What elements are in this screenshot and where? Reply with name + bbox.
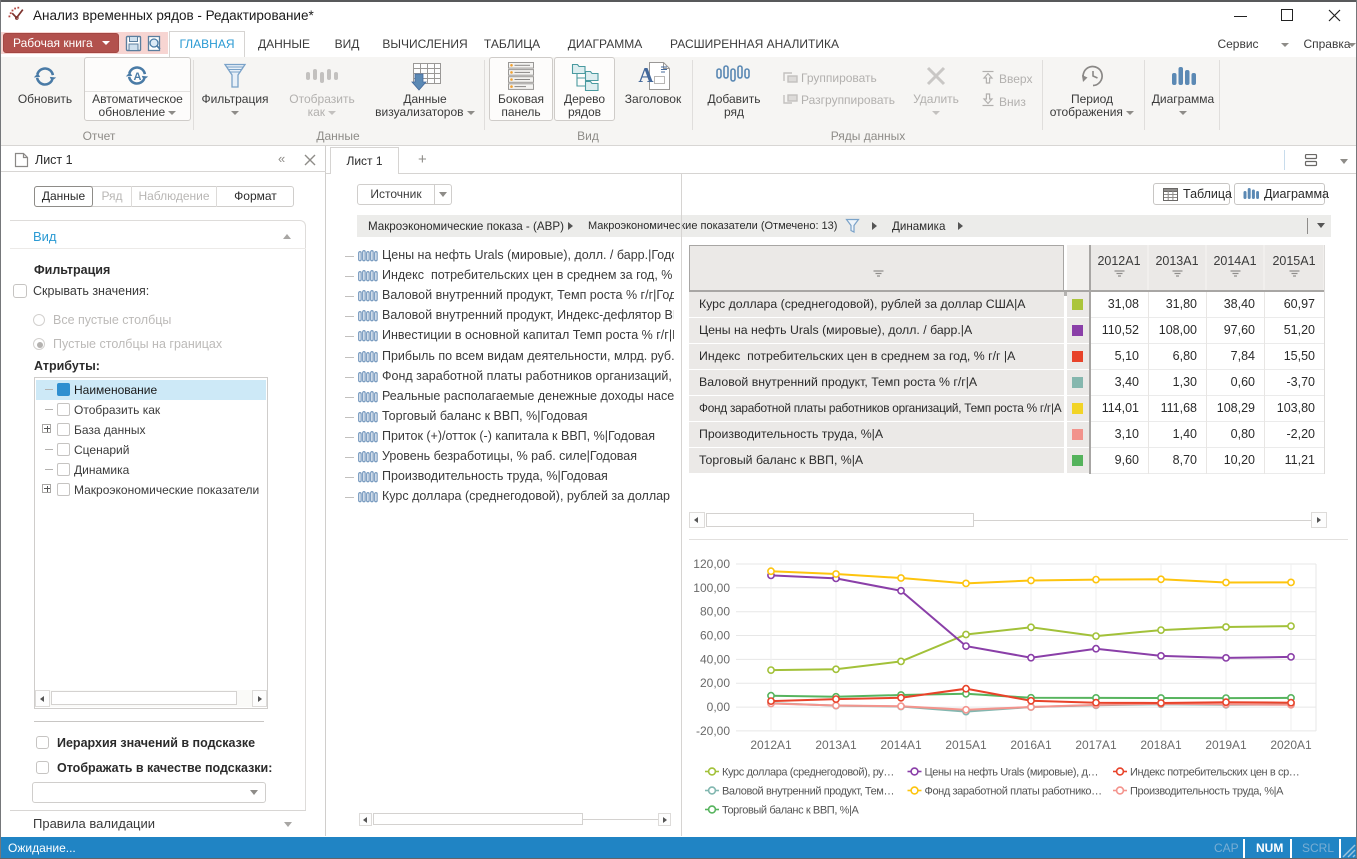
- svg-text:Производительность труда, %|А: Производительность труда, %|А: [1130, 786, 1284, 798]
- svg-text:2017A1: 2017A1: [1075, 738, 1117, 752]
- svg-text:2018A1: 2018A1: [1140, 738, 1182, 752]
- svg-text:Фонд заработной платы работник: Фонд заработной платы работнико…: [925, 786, 1102, 798]
- svg-text:20,00: 20,00: [700, 676, 730, 690]
- svg-text:Цены на нефть Urals (мировые),: Цены на нефть Urals (мировые), д…: [925, 767, 1099, 779]
- svg-text:2014A1: 2014A1: [880, 738, 922, 752]
- svg-text:2020A1: 2020A1: [1270, 738, 1312, 752]
- svg-text:40,00: 40,00: [700, 652, 730, 666]
- svg-text:Торговый баланс к ВВП, %|А: Торговый баланс к ВВП, %|А: [722, 805, 859, 817]
- svg-text:A: A: [638, 63, 654, 87]
- svg-text:80,00: 80,00: [700, 605, 730, 619]
- svg-text:2016A1: 2016A1: [1010, 738, 1052, 752]
- svg-text:Курс доллара (среднегодовой),: Курс доллара (среднегодовой), ру…: [722, 767, 894, 779]
- svg-text:60,00: 60,00: [700, 629, 730, 643]
- svg-text:2019A1: 2019A1: [1205, 738, 1247, 752]
- svg-text:2013A1: 2013A1: [815, 738, 857, 752]
- svg-text:120,00: 120,00: [693, 557, 730, 571]
- svg-text:2012A1: 2012A1: [750, 738, 792, 752]
- svg-text:-20,00: -20,00: [696, 724, 730, 738]
- svg-text:Индекс потребительских цен в: Индекс потребительских цен в ср…: [1130, 767, 1299, 779]
- svg-text:0,00: 0,00: [707, 700, 731, 714]
- svg-text:A: A: [134, 71, 142, 83]
- svg-text:100,00: 100,00: [693, 581, 730, 595]
- svg-text:2015A1: 2015A1: [945, 738, 987, 752]
- svg-text:Валовой внутренний продукт, Те: Валовой внутренний продукт, Тем…: [722, 786, 894, 798]
